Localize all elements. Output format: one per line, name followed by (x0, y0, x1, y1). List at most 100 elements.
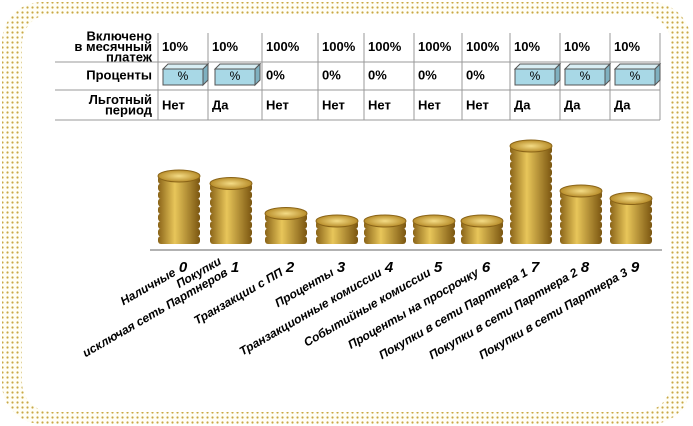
row-label: в месячный (74, 39, 152, 54)
coin (460, 214, 504, 228)
row-label: период (105, 103, 153, 118)
coin (316, 236, 358, 244)
coin (210, 221, 252, 229)
coin (510, 176, 552, 184)
coin (158, 228, 200, 237)
coin (413, 228, 455, 237)
cell-text: 100% (322, 39, 356, 54)
cell-text: % (630, 69, 641, 83)
coin (560, 221, 602, 229)
cell-text: Нет (266, 97, 289, 112)
column-number: 8 (581, 259, 590, 276)
column-number: 0 (179, 259, 188, 276)
percent-box (514, 68, 556, 86)
coin (559, 184, 603, 198)
cell-text: 0% (418, 67, 437, 82)
cell-text: 100% (418, 39, 452, 54)
coin (158, 198, 200, 207)
cell-text: 100% (266, 39, 300, 54)
coin (560, 228, 602, 237)
row-label: Льготный (89, 92, 152, 107)
cell-text: % (230, 69, 241, 83)
cell-text: Нет (322, 97, 345, 112)
coin (364, 228, 406, 237)
percent-box (614, 68, 656, 86)
row-label: платеж (106, 49, 153, 64)
coin (209, 177, 253, 190)
coin (560, 213, 602, 222)
coin (510, 228, 552, 237)
coin (210, 228, 252, 237)
coin (210, 198, 252, 207)
coin (363, 214, 407, 228)
cell-text: 0% (466, 67, 485, 82)
cell-text: 10% (614, 39, 640, 54)
coin (265, 221, 307, 229)
percent-box (162, 68, 204, 86)
column-number: 4 (384, 259, 394, 276)
cell-text: Да (614, 97, 631, 112)
coin (510, 206, 552, 214)
column-number: 2 (285, 259, 295, 276)
coin (510, 236, 552, 244)
coin (609, 192, 653, 205)
coin (610, 228, 652, 237)
coin (610, 206, 652, 214)
coin (461, 228, 503, 237)
cell-text: % (178, 69, 189, 83)
percent-box (214, 68, 256, 86)
cell-text: Да (212, 97, 229, 112)
cell-text: % (530, 69, 541, 83)
coin (158, 206, 200, 214)
coin (210, 236, 252, 244)
cell-text: 0% (266, 67, 285, 82)
coin (157, 169, 201, 183)
coin (560, 236, 602, 244)
coin (265, 228, 307, 237)
cell-text: 0% (322, 67, 341, 82)
coin (510, 183, 552, 192)
coin (412, 214, 456, 228)
cell-text: Нет (162, 97, 185, 112)
coin (158, 183, 200, 192)
coin (158, 213, 200, 222)
coin (158, 236, 200, 244)
coin (210, 213, 252, 222)
cell-text: 10% (564, 39, 590, 54)
column-number: 1 (231, 259, 239, 276)
row-label: Включено (87, 28, 153, 43)
coin (610, 236, 652, 244)
coin (510, 191, 552, 199)
coin (316, 228, 358, 237)
column-number: 7 (531, 259, 540, 276)
coin (510, 161, 552, 169)
cell-text: Нет (368, 97, 391, 112)
cell-text: Да (514, 97, 531, 112)
coin (510, 198, 552, 207)
coin (509, 139, 553, 153)
coin (560, 206, 602, 214)
cell-text: Да (564, 97, 581, 112)
coin (315, 214, 359, 228)
cell-text: 10% (514, 39, 540, 54)
cell-text: 100% (368, 39, 402, 54)
column-number: 5 (434, 259, 443, 276)
coin (210, 191, 252, 199)
coin (560, 198, 602, 207)
coin (610, 213, 652, 222)
coin (510, 153, 552, 162)
cell-text: 10% (212, 39, 238, 54)
row-label: Проценты (86, 67, 152, 82)
coin (264, 207, 308, 220)
cell-text: % (580, 69, 591, 83)
cell-text: Нет (418, 97, 441, 112)
panel (22, 14, 671, 412)
coin (461, 236, 503, 244)
coin (610, 221, 652, 229)
percent-box (564, 68, 606, 86)
coin (510, 221, 552, 229)
coin (265, 236, 307, 244)
coin (510, 168, 552, 177)
cell-text: 10% (162, 39, 188, 54)
coin (158, 191, 200, 199)
